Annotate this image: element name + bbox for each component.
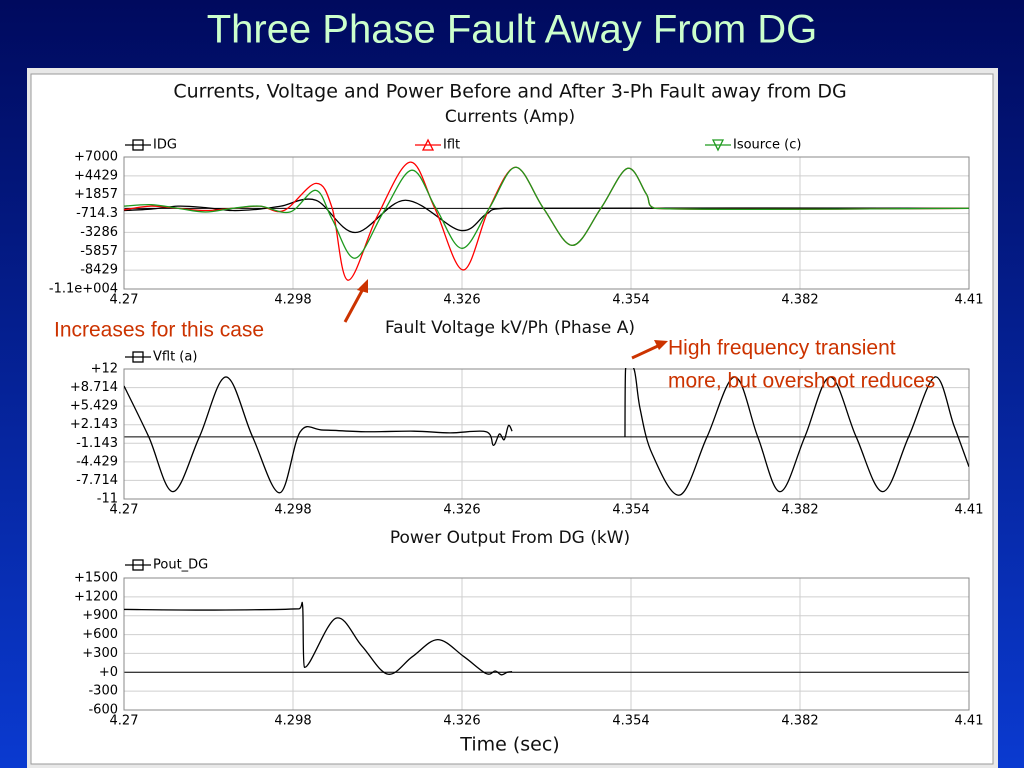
slide-title: Three Phase Fault Away From DG: [207, 8, 818, 52]
x-tick-label: 4.41: [955, 503, 984, 518]
chart: Currents (Amp) +7000 +4429 +1857 -714.3 -3286…: [49, 107, 984, 308]
y-tick-label: +1857: [74, 187, 118, 202]
plot-area: [124, 157, 969, 289]
legend-marker: [132, 351, 144, 363]
plot-area: [124, 369, 969, 499]
legend-marker: [421, 138, 435, 151]
y-tick-label: +2.143: [70, 417, 118, 432]
series-line: [124, 198, 969, 234]
series-line: [124, 166, 969, 259]
x-tick-label: 4.41: [955, 714, 984, 729]
y-tick-label: -11: [97, 492, 118, 507]
x-tick-label: 4.326: [443, 503, 480, 518]
series-line: [124, 368, 969, 496]
chart: Fault Voltage kV/Ph (Phase A) +12 +8.714 +5…: [70, 318, 984, 518]
plot-border: [123, 156, 970, 290]
charts: Currents (Amp) +7000 +4429 +1857 -714.3 -3286…: [49, 107, 984, 756]
x-tick-label: 4.354: [612, 293, 649, 308]
y-tick-label: -714.3: [76, 206, 118, 221]
x-tick-label: 4.41: [955, 293, 984, 308]
x-tick-label: 4.326: [443, 714, 480, 729]
y-tick-label: -600: [88, 703, 118, 718]
legend-label: IDG: [153, 138, 177, 153]
annotation-arrow: [343, 286, 366, 323]
panel-title: Currents, Voltage and Power Before and A…: [173, 81, 846, 103]
y-tick-label: +900: [82, 608, 118, 623]
x-tick-label: 4.354: [612, 714, 649, 729]
y-tick-label: -7.714: [76, 473, 118, 488]
chart: Power Output From DG (kW) +1500 +1200 +900 +…: [74, 528, 983, 756]
x-tick-label: 4.298: [274, 503, 311, 518]
y-tick-label: +8.714: [70, 380, 118, 395]
y-tick-label: +1200: [74, 589, 118, 604]
plot-border: [123, 368, 970, 500]
y-tick-label: +600: [82, 627, 118, 642]
y-tick-label: -4.429: [76, 454, 118, 469]
legend-label: Pout_DG: [153, 558, 208, 573]
series-line: [124, 601, 513, 676]
x-tick-label: 4.382: [781, 293, 818, 308]
y-tick-label: -3286: [80, 225, 118, 240]
chart-title: Currents (Amp): [445, 107, 575, 127]
y-tick-label: +4429: [74, 168, 118, 183]
plot-area: [124, 578, 969, 710]
chart-title: Fault Voltage kV/Ph (Phase A): [385, 318, 635, 338]
y-tick-label: +5.429: [70, 399, 118, 414]
x-tick-label: 4.27: [110, 714, 139, 729]
y-tick-label: -1.143: [76, 436, 118, 451]
x-axis-label: Time (sec): [459, 734, 559, 756]
legend-marker: [711, 139, 725, 152]
legend-marker: [132, 139, 144, 151]
legend-label: Vflt (a): [153, 350, 197, 365]
y-tick-label: +300: [82, 646, 118, 661]
x-tick-label: 4.382: [781, 714, 818, 729]
y-tick-label: -300: [88, 684, 118, 699]
y-tick-label: -1.1e+004: [49, 282, 118, 297]
annotation: more, but overshoot reduces: [668, 370, 935, 393]
x-tick-label: 4.382: [781, 503, 818, 518]
annotation-arrow: [631, 343, 661, 360]
y-tick-label: -5857: [80, 244, 118, 259]
x-tick-label: 4.354: [612, 503, 649, 518]
x-tick-label: 4.27: [110, 503, 139, 518]
legend-marker: [132, 559, 144, 571]
legend-label: Iflt: [443, 138, 460, 153]
x-tick-label: 4.326: [443, 293, 480, 308]
annotation-arrowhead: [357, 279, 368, 293]
x-tick-label: 4.298: [274, 293, 311, 308]
x-tick-label: 4.27: [110, 293, 139, 308]
annotation: High frequency transient: [668, 337, 896, 360]
x-tick-label: 4.298: [274, 714, 311, 729]
y-tick-label: +0: [99, 665, 118, 680]
y-tick-label: +1500: [74, 571, 118, 586]
chart-title: Power Output From DG (kW): [390, 528, 630, 548]
annotation: Increases for this case: [54, 319, 264, 342]
y-tick-label: +7000: [74, 150, 118, 165]
annotation-arrowhead: [654, 340, 668, 350]
plot-border: [123, 577, 970, 711]
y-tick-label: +12: [91, 362, 118, 377]
y-tick-label: -8429: [80, 263, 118, 278]
legend-label: Isource (c): [733, 138, 801, 153]
